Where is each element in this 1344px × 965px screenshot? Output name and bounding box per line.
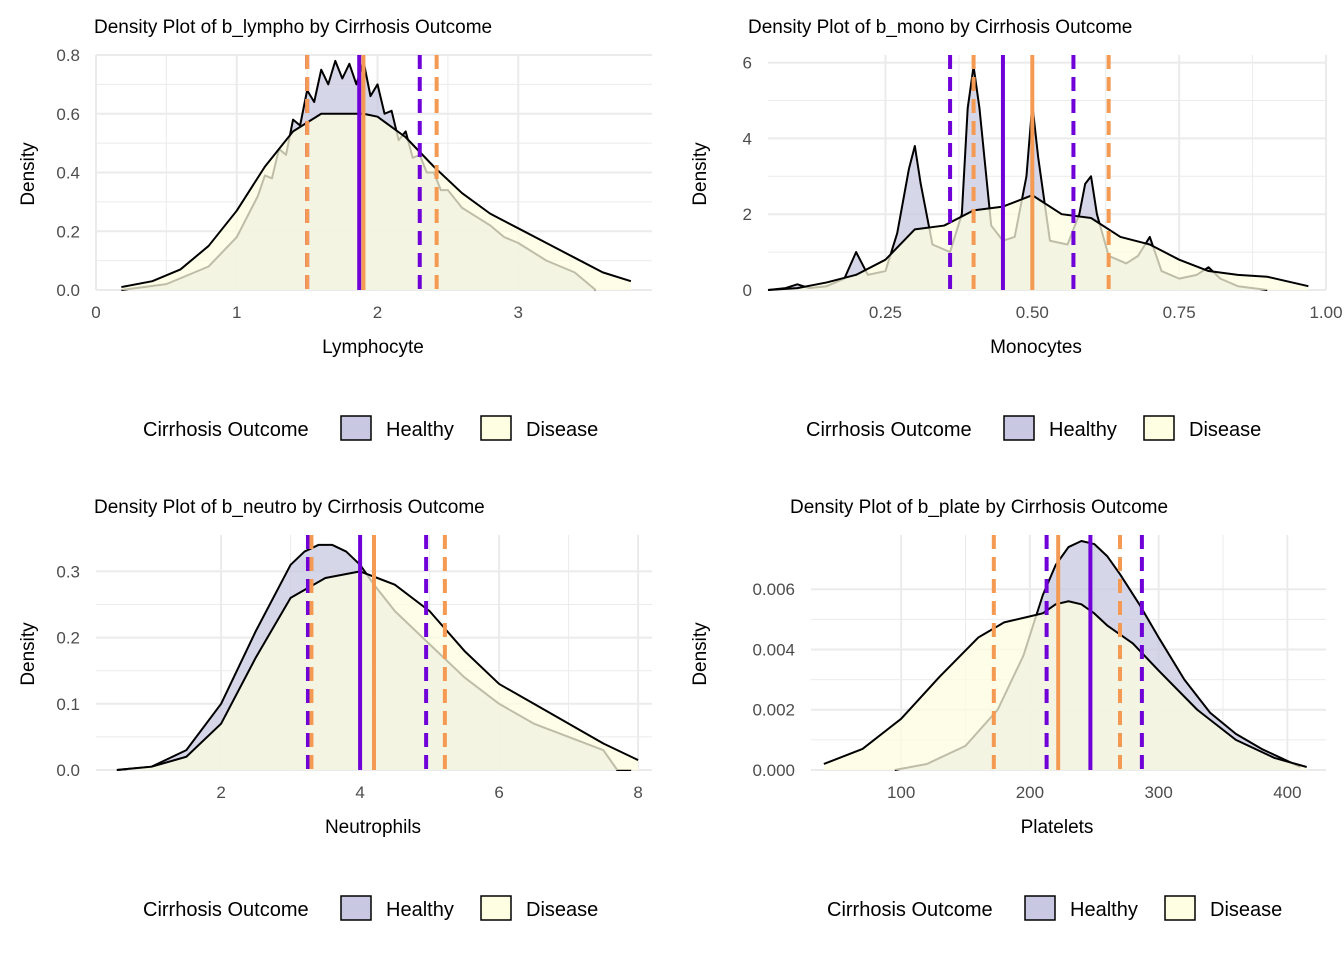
legend-label-disease: Disease [526,419,598,441]
y-tick-label: 0.004 [752,640,795,659]
panel-neutro: Density Plot of b_neutro by Cirrhosis Ou… [18,497,652,921]
legend-swatch-healthy [340,415,372,441]
y-tick-label: 0.3 [56,562,80,581]
density-area-disease [121,113,631,290]
x-tick-label: 0.50 [1016,303,1049,322]
chart-title: Density Plot of b_lympho by Cirrhosis Ou… [94,17,492,38]
legend-swatch-disease [1164,895,1196,921]
x-axis-label: Monocytes [990,337,1082,358]
x-tick-label: 1 [232,303,241,322]
x-axis-label: Lymphocyte [322,337,424,358]
legend-swatch-healthy [340,895,372,921]
legend-label-healthy: Healthy [386,899,454,921]
legend: Cirrhosis Outcome Healthy Disease [143,415,598,441]
legend-label-disease: Disease [1189,419,1261,441]
panel-mono: Density Plot of b_mono by Cirrhosis Outc… [690,17,1343,441]
y-tick-label: 2 [743,205,752,224]
legend-label-disease: Disease [1210,899,1282,921]
y-axis-label: Density [18,622,39,686]
legend-title: Cirrhosis Outcome [806,419,972,441]
y-tick-label: 0.006 [752,580,795,599]
x-tick-label: 0 [91,303,100,322]
density-curve-disease [116,570,639,771]
panel-lympho: Density Plot of b_lympho by Cirrhosis Ou… [18,17,652,441]
legend-label-healthy: Healthy [386,419,454,441]
plot-area: 0 1 2 3 0.0 0.2 0.4 0.6 0.8 [56,46,652,322]
x-tick-label: 4 [355,783,364,802]
y-tick-label: 0.2 [56,222,80,241]
legend-swatch-healthy [1003,415,1035,441]
y-tick-label: 0.4 [56,164,80,183]
x-tick-label: 6 [494,783,503,802]
y-tick-label: 0.6 [56,105,80,124]
y-axis-label: Density [18,142,39,206]
x-tick-label: 2 [216,783,225,802]
density-area-disease [823,601,1307,770]
legend: Cirrhosis Outcome Healthy Disease [827,895,1282,921]
legend: Cirrhosis Outcome Healthy Disease [806,415,1261,441]
y-tick-label: 0.8 [56,46,80,65]
y-axis-label: Density [690,622,711,686]
x-axis-label: Platelets [1021,817,1094,838]
legend-swatch-healthy [1024,895,1056,921]
y-tick-label: 0.1 [56,695,80,714]
x-tick-label: 2 [373,303,382,322]
y-tick-label: 0.0 [56,761,80,780]
y-tick-label: 0.0 [56,281,80,300]
plot-area: 0.25 0.50 0.75 1.00 0 2 4 6 [743,54,1343,322]
plot-area: 2 4 6 8 0.0 0.1 0.2 0.3 [56,535,652,802]
y-tick-label: 0 [743,281,752,300]
density-area-disease [116,571,639,770]
y-tick-label: 0.2 [56,629,80,648]
legend-label-disease: Disease [526,899,598,921]
x-tick-label: 300 [1144,783,1172,802]
x-tick-label: 8 [633,783,642,802]
legend-swatch-disease [480,895,512,921]
y-tick-label: 0.002 [752,701,795,720]
plot-area: 100 200 300 400 0.000 0.002 0.004 0.006 [752,535,1326,802]
x-tick-label: 400 [1273,783,1301,802]
y-tick-label: 4 [743,129,752,148]
legend-swatch-disease [1143,415,1175,441]
x-tick-label: 0.75 [1163,303,1196,322]
x-tick-label: 200 [1016,783,1044,802]
density-curve-disease [823,600,1307,768]
x-tick-label: 3 [514,303,523,322]
density-curve-disease [121,112,632,289]
panel-plate: Density Plot of b_plate by Cirrhosis Out… [690,497,1326,921]
legend-title: Cirrhosis Outcome [143,899,309,921]
x-tick-label: 0.25 [869,303,902,322]
legend-label-healthy: Healthy [1049,419,1117,441]
y-axis-label: Density [690,142,711,206]
y-tick-label: 6 [743,54,752,73]
chart-title: Density Plot of b_neutro by Cirrhosis Ou… [94,497,485,518]
y-tick-label: 0.000 [752,761,795,780]
chart-title: Density Plot of b_mono by Cirrhosis Outc… [748,17,1132,38]
legend: Cirrhosis Outcome Healthy Disease [143,895,598,921]
legend-swatch-disease [480,415,512,441]
legend-label-healthy: Healthy [1070,899,1138,921]
legend-title: Cirrhosis Outcome [827,899,993,921]
x-tick-label: 1.00 [1309,303,1342,322]
chart-title: Density Plot of b_plate by Cirrhosis Out… [790,497,1168,518]
density-area-disease [768,195,1309,290]
x-axis-label: Neutrophils [325,817,421,838]
legend-title: Cirrhosis Outcome [143,419,309,441]
x-tick-label: 100 [887,783,915,802]
